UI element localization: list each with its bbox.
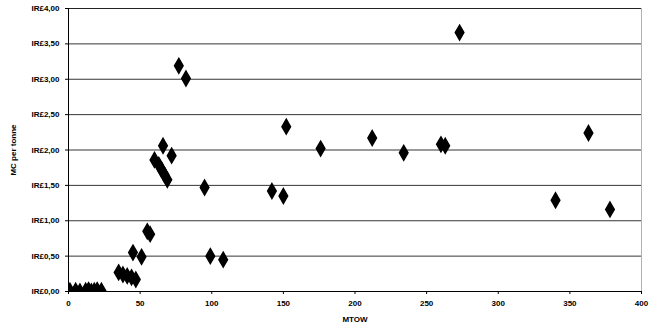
svg-text:300: 300 (492, 299, 506, 308)
svg-text:250: 250 (420, 299, 434, 308)
svg-text:IR£2,00: IR£2,00 (31, 146, 60, 155)
svg-text:IR£0,50: IR£0,50 (31, 252, 60, 261)
svg-text:IR£4,00: IR£4,00 (31, 4, 60, 13)
svg-text:200: 200 (348, 299, 362, 308)
svg-text:IR£1,00: IR£1,00 (31, 216, 60, 225)
svg-text:MTOW: MTOW (342, 315, 368, 324)
svg-text:100: 100 (205, 299, 219, 308)
svg-text:400: 400 (635, 299, 649, 308)
svg-text:IR£2,50: IR£2,50 (31, 110, 60, 119)
svg-text:50: 50 (136, 299, 145, 308)
svg-text:0: 0 (66, 299, 71, 308)
svg-text:IR£3,50: IR£3,50 (31, 39, 60, 48)
svg-text:IR£3,00: IR£3,00 (31, 75, 60, 84)
svg-text:MC per tonne: MC per tonne (9, 124, 18, 176)
svg-text:350: 350 (563, 299, 577, 308)
svg-text:IR£0,00: IR£0,00 (31, 287, 60, 296)
svg-text:150: 150 (277, 299, 291, 308)
svg-text:IR£1,50: IR£1,50 (31, 181, 60, 190)
